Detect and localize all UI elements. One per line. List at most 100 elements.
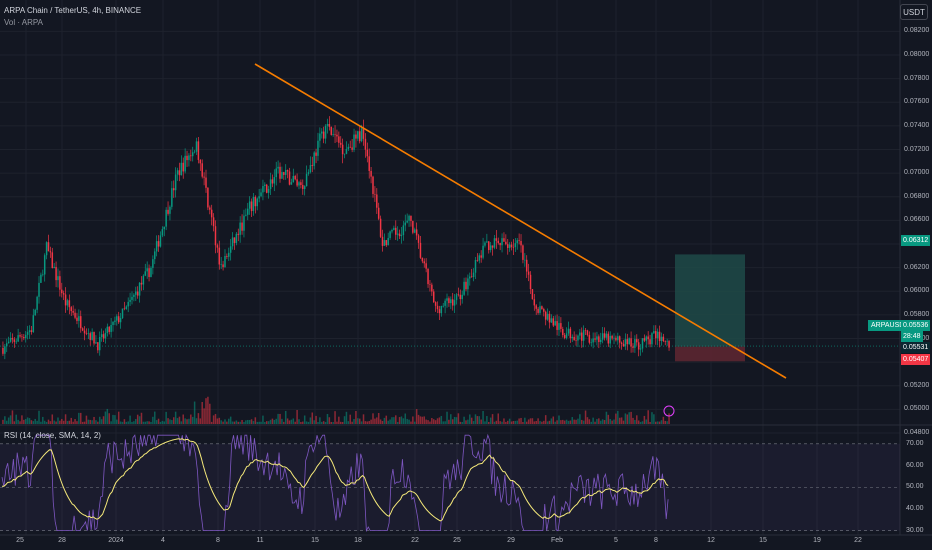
volume-bar	[51, 414, 54, 424]
volume-bar	[305, 421, 308, 424]
volume-bar	[155, 420, 158, 424]
volume-bar	[524, 417, 526, 424]
candle-body	[588, 334, 591, 343]
candle-body	[98, 337, 101, 351]
volume-bar	[339, 421, 342, 424]
volume-bar	[241, 419, 243, 424]
volume-bar	[172, 417, 175, 424]
volume-bar	[186, 419, 188, 424]
volume-bar	[573, 419, 575, 424]
candle-body	[584, 330, 587, 331]
volume-bar	[628, 412, 630, 424]
candle-body	[161, 229, 164, 236]
volume-bar	[577, 418, 579, 424]
volume-bar	[100, 419, 103, 424]
rsi-tick: 50.00	[906, 483, 924, 491]
candle-body	[264, 184, 266, 187]
volume-bar	[262, 415, 264, 424]
candle-body	[495, 238, 498, 241]
candle-body	[286, 170, 289, 172]
volume-bar	[214, 413, 217, 424]
volume-bar	[459, 421, 462, 424]
candle-body	[119, 318, 122, 323]
candle-body	[279, 166, 281, 179]
volume-bar	[541, 421, 543, 424]
time-tick: 22	[411, 537, 419, 544]
volume-bar	[569, 420, 572, 424]
candle-body	[414, 229, 416, 233]
candle-body	[453, 300, 456, 306]
volume-bar	[358, 418, 361, 424]
candle-body	[178, 170, 181, 176]
candle-body	[93, 332, 95, 344]
candle-body	[385, 240, 388, 246]
candle-body	[254, 196, 257, 207]
volume-bar	[269, 419, 272, 424]
candle-body	[510, 244, 513, 248]
stop-zone	[675, 346, 745, 362]
candle-body	[637, 342, 640, 350]
volume-bar	[529, 418, 532, 424]
candle-body	[70, 307, 73, 312]
volume-bar	[455, 417, 458, 424]
time-tick: 8	[216, 537, 220, 544]
candle-body	[505, 241, 507, 245]
volume-bar	[307, 421, 310, 424]
volume-bar	[226, 421, 228, 424]
candle-body	[313, 152, 315, 166]
volume-bar	[531, 418, 534, 424]
candle-body	[281, 172, 283, 179]
candle-body	[438, 309, 441, 314]
volume-bar	[660, 420, 663, 424]
volume-bar	[391, 417, 393, 424]
candle-body	[24, 334, 27, 339]
volume-bar	[300, 421, 302, 424]
volume-bar	[228, 418, 230, 424]
candle-body	[442, 305, 444, 307]
candle-body	[100, 334, 103, 338]
candle-body	[328, 123, 331, 127]
volume-bar	[617, 410, 619, 424]
candle-body	[664, 341, 667, 342]
currency-button[interactable]: USDT	[900, 4, 928, 20]
candle-body	[531, 289, 534, 300]
volume-bar	[203, 408, 205, 424]
volume-bar	[110, 421, 112, 424]
price-tick: 0.07200	[904, 145, 930, 153]
candle-body	[87, 333, 90, 334]
candle-body	[309, 165, 312, 173]
volume-bar	[506, 420, 509, 424]
volume-bar	[429, 421, 431, 424]
candle-body	[432, 291, 435, 303]
volume-bar	[161, 420, 164, 424]
candle-body	[155, 241, 158, 252]
volume-bar	[245, 420, 247, 424]
candle-body	[330, 126, 333, 135]
rsi-tick: 30.00	[906, 526, 924, 534]
candle-body	[666, 341, 668, 342]
candle-body	[339, 142, 342, 145]
candle-body	[503, 238, 505, 242]
candle-body	[558, 323, 560, 330]
volume-bar	[410, 421, 412, 424]
candle-body	[522, 245, 524, 260]
candle-body	[23, 336, 25, 339]
candle-body	[372, 176, 374, 194]
volume-bar	[292, 418, 295, 424]
volume-bar	[64, 414, 67, 424]
volume-bar	[264, 421, 266, 424]
volume-bar	[178, 416, 181, 424]
volume-bar	[229, 416, 232, 424]
candle-body	[154, 251, 156, 260]
candle-body	[404, 222, 407, 226]
price-tick: 0.05200	[904, 381, 930, 389]
volume-bar	[42, 416, 44, 424]
candle-body	[174, 174, 177, 191]
volume-bar	[450, 414, 452, 424]
volume-bar	[237, 421, 240, 424]
volume-bar	[544, 415, 547, 424]
candle-body	[36, 296, 38, 310]
candle-body	[157, 241, 160, 247]
volume-bar	[562, 419, 564, 424]
